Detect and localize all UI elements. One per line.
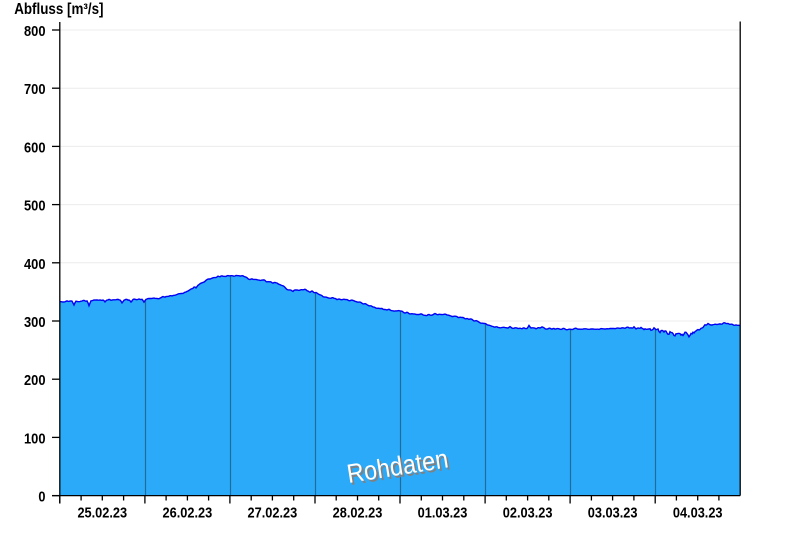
svg-text:01.03.23: 01.03.23: [418, 506, 468, 522]
svg-text:700: 700: [24, 82, 46, 98]
svg-text:200: 200: [24, 373, 46, 389]
svg-text:04.03.23: 04.03.23: [673, 506, 723, 522]
svg-text:100: 100: [24, 431, 46, 447]
svg-text:800: 800: [24, 24, 46, 40]
svg-text:25.02.23: 25.02.23: [77, 506, 127, 522]
svg-text:400: 400: [24, 257, 46, 273]
svg-text:300: 300: [24, 315, 46, 331]
svg-text:0: 0: [38, 490, 45, 506]
svg-text:02.03.23: 02.03.23: [503, 506, 553, 522]
svg-text:26.02.23: 26.02.23: [163, 506, 213, 522]
svg-text:27.02.23: 27.02.23: [248, 506, 298, 522]
svg-text:28.02.23: 28.02.23: [333, 506, 383, 522]
svg-text:Abfluss [m³/s]: Abfluss [m³/s]: [14, 1, 103, 18]
svg-text:600: 600: [24, 140, 46, 156]
svg-text:500: 500: [24, 199, 46, 215]
svg-text:03.03.23: 03.03.23: [588, 506, 638, 522]
